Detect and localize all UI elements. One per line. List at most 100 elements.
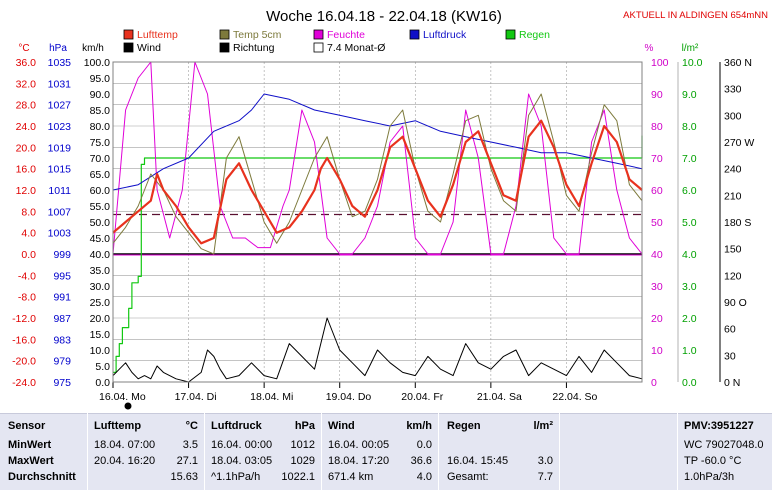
wind-max-time: 18.04. 17:20 bbox=[328, 455, 390, 467]
lm2-tick-label: 10.0 bbox=[682, 57, 703, 69]
dir-tick-label: 360 N bbox=[724, 57, 752, 69]
stats-wind-column: Wind km/h 16.04. 00:05 0.0 18.04. 17:20 … bbox=[322, 413, 438, 490]
kmh-tick-label: 45.0 bbox=[90, 233, 111, 245]
lufttemp-unit: °C bbox=[185, 420, 198, 432]
pmv-header: PMV:3951227 bbox=[684, 420, 754, 432]
temp-tick-label: -4.0 bbox=[18, 270, 36, 282]
luftdruck-max-time: 18.04. 03:05 bbox=[211, 455, 273, 467]
kmh-tick-label: 40.0 bbox=[90, 249, 111, 261]
legend-swatch bbox=[505, 29, 516, 40]
dir-tick-label: 30 bbox=[724, 350, 736, 362]
luftdruck-unit: hPa bbox=[294, 420, 315, 432]
kmh-unit-label: km/h bbox=[82, 43, 104, 54]
dir-tick-label: 270 W bbox=[724, 137, 754, 149]
regen-total-label: Gesamt: bbox=[447, 471, 489, 483]
legend-swatch bbox=[219, 42, 230, 53]
temp-tick-label: 12.0 bbox=[16, 185, 37, 197]
temp-tick-label: 28.0 bbox=[16, 100, 37, 112]
now-marker bbox=[124, 402, 132, 410]
dir-tick-label: 240 bbox=[724, 164, 742, 176]
temp-tick-label: 20.0 bbox=[16, 142, 37, 154]
series-line-regen bbox=[113, 135, 643, 373]
luftdruck-trend-value: 1022.1 bbox=[281, 471, 315, 483]
legend: Lufttemp Temp 5cm Feuchte Luftdruck Regen Win… bbox=[123, 29, 550, 54]
weather-chart: Woche 16.04.18 - 22.04.18 (KW16) AKTUELL… bbox=[0, 0, 772, 413]
pct-tick-label: 80 bbox=[651, 121, 663, 133]
pct-tick-label: 40 bbox=[651, 249, 663, 261]
kmh-tick-label: 100.0 bbox=[84, 57, 110, 69]
regen-total-value: 7.7 bbox=[537, 471, 553, 483]
temp-tick-label: 24.0 bbox=[16, 121, 37, 133]
hpa-tick-label: 1019 bbox=[48, 142, 72, 154]
kmh-tick-label: 55.0 bbox=[90, 201, 111, 213]
wind-min-value: 0.0 bbox=[416, 439, 432, 451]
stats-sensor-column: Sensor MinWert MaxWert Durchschnitt bbox=[0, 413, 87, 490]
day-label: 22.04. So bbox=[552, 391, 597, 403]
pct-tick-label: 90 bbox=[651, 89, 663, 101]
temp-tick-label: -16.0 bbox=[12, 334, 36, 346]
pct-tick-label: 70 bbox=[651, 153, 663, 165]
location-note: AKTUELL IN ALDINGEN 654mNN bbox=[623, 10, 768, 21]
temp-tick-label: -12.0 bbox=[12, 313, 36, 325]
kmh-tick-label: 70.0 bbox=[90, 153, 111, 165]
temp-tick-label: -24.0 bbox=[12, 377, 36, 389]
hpa-tick-label: 1035 bbox=[48, 57, 72, 69]
lm2-tick-label: 7.0 bbox=[682, 153, 697, 165]
hpa-tick-label: 1003 bbox=[48, 228, 72, 240]
lm2-tick-label: 8.0 bbox=[682, 121, 697, 133]
hpa-tick-label: 1011 bbox=[48, 185, 71, 197]
dir-tick-label: 300 bbox=[724, 110, 742, 122]
kmh-tick-label: 30.0 bbox=[90, 281, 111, 293]
kmh-tick-label: 65.0 bbox=[90, 169, 111, 181]
hpa-tick-label: 1015 bbox=[48, 164, 72, 176]
kmh-tick-label: 10.0 bbox=[90, 345, 111, 357]
lm2-tick-label: 0.0 bbox=[682, 377, 697, 389]
pct-tick-label: 20 bbox=[651, 313, 663, 325]
lm2-tick-label: 6.0 bbox=[682, 185, 697, 197]
temp-tick-label: 0.0 bbox=[21, 249, 36, 261]
hpa-unit-label: hPa bbox=[49, 43, 67, 54]
hpa-tick-label: 1007 bbox=[48, 206, 72, 218]
sensor-header: Sensor bbox=[8, 420, 46, 432]
kmh-tick-label: 95.0 bbox=[90, 73, 111, 85]
hpa-tick-label: 995 bbox=[53, 270, 71, 282]
legend-label: 7.4 Monat-Ø bbox=[327, 42, 385, 54]
dir-tick-label: 120 bbox=[724, 270, 742, 282]
wind-header: Wind bbox=[328, 420, 355, 432]
plot-frame bbox=[112, 61, 643, 383]
day-label: 18.04. Mi bbox=[250, 391, 293, 403]
row-label-max: MaxWert bbox=[8, 455, 54, 467]
wind-total-label: 671.4 km bbox=[328, 471, 374, 483]
chart-background bbox=[0, 0, 772, 413]
temp-tick-label: 4.0 bbox=[21, 228, 36, 240]
hpa-tick-label: 987 bbox=[53, 313, 71, 325]
kmh-tick-label: 90.0 bbox=[90, 89, 111, 101]
stats-pmv-column: PMV:3951227 WC 79027048.0 TP -60.0 °C 1.… bbox=[678, 413, 772, 490]
series-line-wind bbox=[112, 317, 643, 383]
kmh-tick-label: 35.0 bbox=[90, 265, 111, 277]
pct-tick-label: 30 bbox=[651, 281, 663, 293]
luftdruck-max-value: 1029 bbox=[290, 455, 315, 467]
stats-empty-column bbox=[560, 413, 677, 490]
luftdruck-header: Luftdruck bbox=[211, 420, 262, 432]
lm2-tick-label: 4.0 bbox=[682, 249, 697, 261]
kmh-tick-label: 85.0 bbox=[90, 105, 111, 117]
kmh-tick-label: 15.0 bbox=[90, 329, 111, 341]
dir-tick-label: 0 N bbox=[724, 377, 740, 389]
series-line-luftdruck bbox=[112, 93, 643, 191]
kmh-tick-label: 60.0 bbox=[90, 185, 111, 197]
pct-tick-label: 0 bbox=[651, 377, 657, 389]
stats-lufttemp-column: Lufttemp °C 18.04. 07:00 3.5 20.04. 16:2… bbox=[88, 413, 204, 490]
temp-unit-label: °C bbox=[18, 43, 29, 54]
dir-tick-label: 150 bbox=[724, 244, 742, 256]
day-label: 19.04. Do bbox=[326, 391, 372, 403]
legend-label: Regen bbox=[519, 29, 550, 41]
lufttemp-header: Lufttemp bbox=[94, 420, 142, 432]
legend-label: Richtung bbox=[233, 42, 275, 54]
lm2-tick-label: 5.0 bbox=[682, 217, 697, 229]
day-label: 16.04. Mo bbox=[99, 391, 146, 403]
legend-swatch bbox=[123, 29, 134, 40]
pmv-line-3: 1.0hPa/3h bbox=[684, 471, 735, 483]
hpa-tick-label: 999 bbox=[53, 249, 71, 261]
dir-tick-label: 330 bbox=[724, 84, 742, 96]
